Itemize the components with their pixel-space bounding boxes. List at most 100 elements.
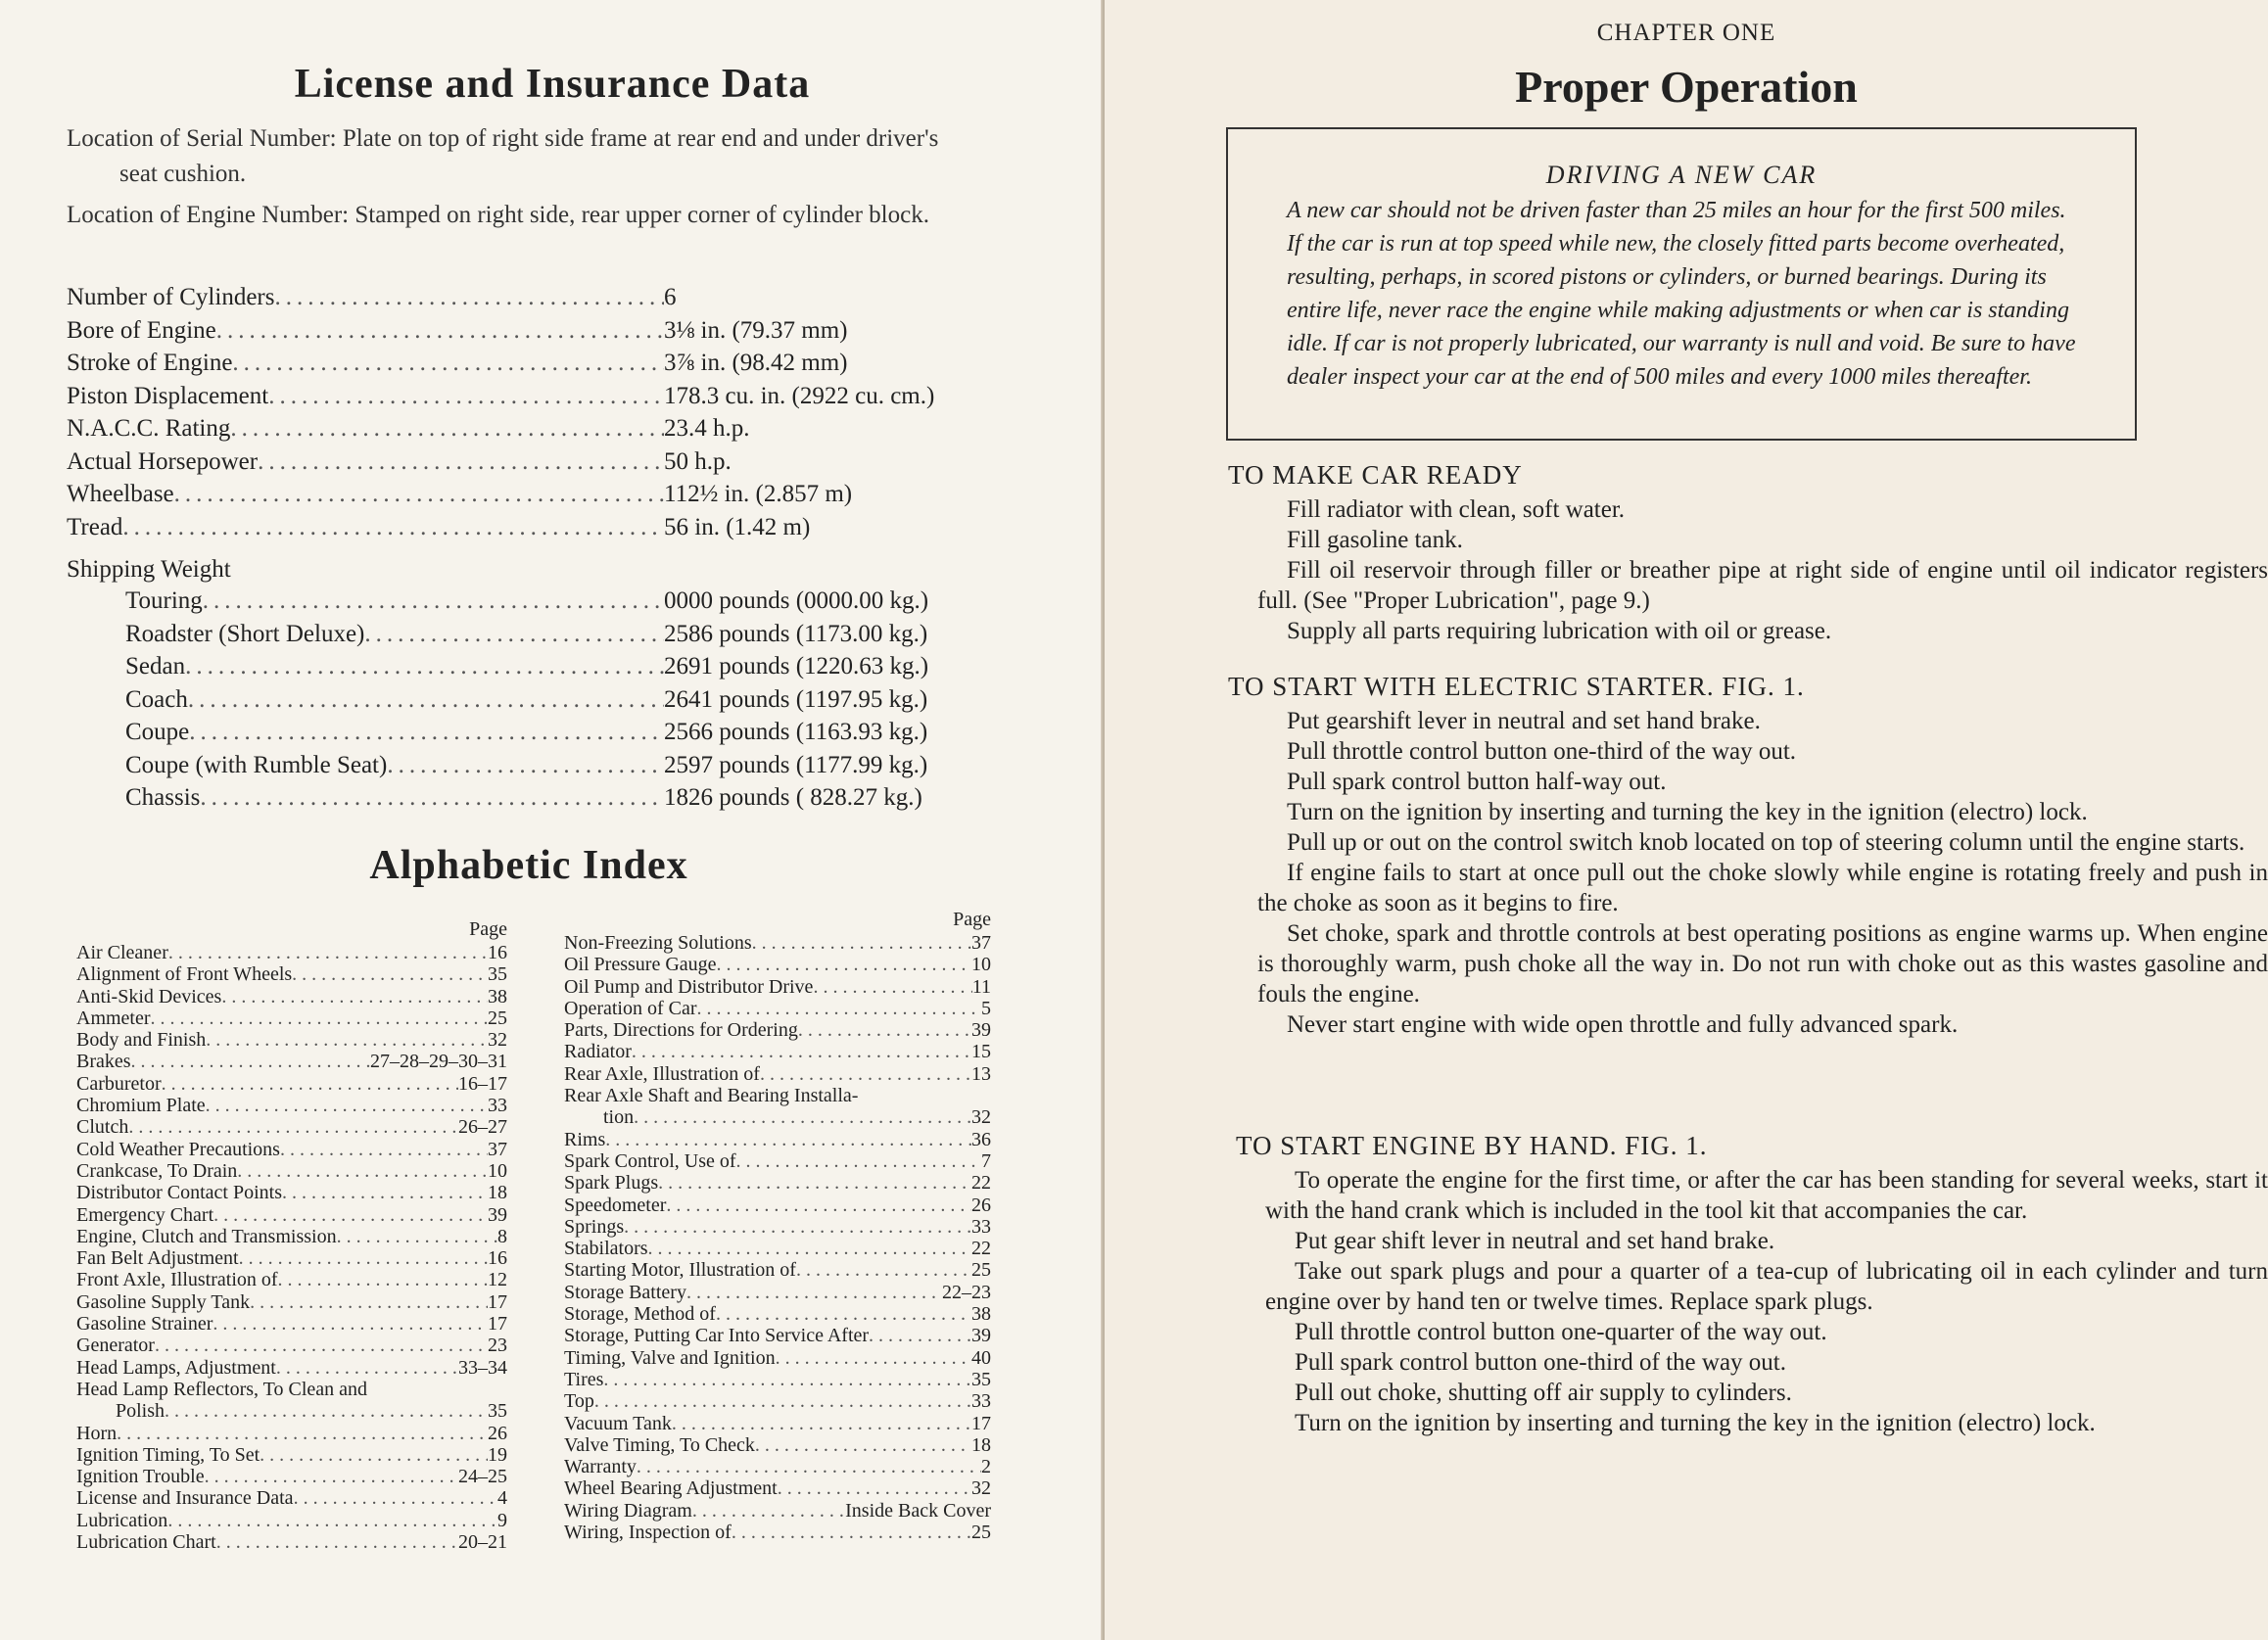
- index-topic: Storage, Method of: [564, 1303, 716, 1326]
- leader-dots: [155, 1335, 488, 1357]
- leader-dots: [717, 954, 971, 976]
- leader-dots: [167, 1510, 497, 1532]
- row-value: 56 in. (1.42 m): [664, 513, 811, 540]
- leader-dots: [666, 1195, 971, 1217]
- leader-dots: [658, 1172, 971, 1195]
- leader-dots: [648, 1238, 971, 1260]
- index-page: 33: [971, 1215, 991, 1238]
- index-entry: Clutch 26–27: [76, 1116, 507, 1138]
- instruction-paragraph: Pull throttle control button one-quarter…: [1295, 1319, 1827, 1345]
- index-topic: Emergency Chart: [76, 1203, 214, 1226]
- index-entry: Valve Timing, To Check 18: [564, 1434, 991, 1456]
- leader-dots: [752, 932, 971, 955]
- instruction-paragraph: Take out spark plugs and pour a quarter …: [1265, 1258, 2268, 1315]
- index-entry: Polish 35: [76, 1400, 507, 1422]
- index-entry: Springs 33: [564, 1216, 991, 1238]
- row-label: Chassis: [125, 784, 201, 811]
- index-page: 16: [488, 942, 507, 963]
- index-entry: Oil Pressure Gauge 10: [564, 954, 991, 975]
- index-entry: Chromium Plate 33: [76, 1095, 507, 1116]
- notice-text: A new car should not be driven faster th…: [1287, 198, 2076, 390]
- index-page: 32: [488, 1029, 507, 1052]
- leader-dots: [282, 1182, 488, 1204]
- index-page: 17: [488, 1313, 507, 1335]
- index-entry: Wiring Diagram Inside Back Cover: [564, 1500, 991, 1522]
- index-entry: Alignment of Front Wheels 35: [76, 963, 507, 985]
- leader-dots: [162, 1073, 458, 1096]
- shipping-row: Sedan 2691 pounds (1220.63 kg.): [67, 653, 987, 686]
- index-topic: Generator: [76, 1335, 155, 1357]
- shipping-row: Coupe (with Rumble Seat) 2597 pounds (117…: [67, 752, 987, 785]
- row-value: 2586 pounds (1173.00 kg.): [664, 620, 928, 647]
- leader-dots: [128, 1116, 458, 1139]
- index-topic: Rims: [564, 1128, 606, 1150]
- index-topic: Ignition Timing, To Set: [76, 1443, 260, 1466]
- leader-dots: [736, 1150, 981, 1173]
- index-topic: Air Cleaner: [76, 942, 168, 963]
- index-page: 38: [971, 1303, 991, 1326]
- index-page: 22: [971, 1172, 991, 1195]
- leader-dots: [216, 1531, 458, 1554]
- spec-row: Stroke of Engine 3⅞ in. (98.42 mm): [67, 350, 987, 383]
- row-value: 2566 pounds (1163.93 kg.): [664, 719, 928, 745]
- license-title: License and Insurance Data: [294, 62, 811, 107]
- index-entry: Top 33: [564, 1390, 991, 1412]
- leader-dots: [632, 1041, 971, 1063]
- page-column-header: Page: [953, 909, 991, 930]
- index-entry: Timing, Valve and Ignition 40: [564, 1347, 991, 1369]
- index-topic: Wiring Diagram: [564, 1499, 692, 1522]
- index-entry: Spark Control, Use of 7: [564, 1150, 991, 1172]
- index-topic: Fan Belt Adjustment: [76, 1247, 239, 1270]
- section-heading: TO START WITH ELECTRIC STARTER. FIG. 1.: [1228, 672, 1805, 701]
- index-entry: Ammeter 25: [76, 1007, 507, 1029]
- spec-row: Piston Displacement 178.3 cu. in. (2922 c…: [67, 383, 987, 416]
- index-entry: Body and Finish 32: [76, 1029, 507, 1051]
- row-label: Coupe: [125, 719, 190, 745]
- index-page: 25: [971, 1522, 991, 1544]
- row-value: 2691 pounds (1220.63 kg.): [664, 653, 929, 679]
- leader-dots: [755, 1434, 971, 1457]
- leader-dots: [237, 1160, 488, 1183]
- index-topic: Lubrication: [76, 1509, 168, 1531]
- index-topic: Oil Pressure Gauge: [564, 954, 717, 976]
- engine-location-text: Location of Engine Number: Stamped on ri…: [67, 202, 929, 228]
- leader-dots: [798, 1019, 971, 1042]
- leader-dots: [239, 1247, 488, 1270]
- index-page: 16: [488, 1247, 507, 1270]
- index-page: 39: [488, 1203, 507, 1226]
- index-entry: Lubrication Chart 20–21: [76, 1531, 507, 1553]
- index-page: 16–17: [458, 1072, 507, 1095]
- index-topic: Ammeter: [76, 1007, 151, 1029]
- index-topic: Timing, Valve and Ignition: [564, 1346, 776, 1369]
- leader-dots: [796, 1259, 971, 1282]
- index-topic: Stabilators: [564, 1238, 648, 1260]
- index-page: 33–34: [458, 1356, 507, 1379]
- shipping-row: Coupe 2566 pounds (1163.93 kg.): [67, 719, 987, 752]
- index-topic: Front Axle, Illustration of: [76, 1269, 278, 1291]
- index-entry: Spark Plugs 22: [564, 1172, 991, 1194]
- index-page: Inside Back Cover: [845, 1499, 991, 1522]
- leader-dots: [260, 1444, 488, 1467]
- leader-dots: [213, 1204, 488, 1227]
- row-label: Actual Horsepower: [67, 447, 259, 475]
- instruction-paragraph: Pull up or out on the control switch kno…: [1287, 829, 2245, 856]
- index-entry: Storage, Method of 38: [564, 1303, 991, 1325]
- index-topic: Wheel Bearing Adjustment: [564, 1477, 778, 1500]
- index-topic: Tires: [564, 1368, 604, 1390]
- instruction-paragraph: Never start engine with wide open thrott…: [1287, 1011, 1959, 1038]
- index-topic: Lubrication Chart: [76, 1531, 216, 1554]
- index-entry: Radiator 15: [564, 1041, 991, 1062]
- index-page: 17: [488, 1290, 507, 1313]
- index-entry: Wiring, Inspection of 25: [564, 1522, 991, 1543]
- index-entry: Front Axle, Illustration of 12: [76, 1269, 507, 1290]
- leader-dots: [624, 1216, 971, 1239]
- serial-location: Location of Serial Number: Plate on top …: [67, 121, 977, 192]
- leader-dots: [165, 1400, 488, 1423]
- index-page: 9: [497, 1509, 507, 1531]
- new-car-notice-box: DRIVING A NEW CAR A new car should not b…: [1226, 127, 2137, 441]
- index-page: 11: [971, 975, 991, 998]
- left-page: License and Insurance Data Location of S…: [0, 0, 1105, 1640]
- chapter-title: Proper Operation: [1515, 62, 1858, 112]
- leader-dots: [634, 1106, 971, 1129]
